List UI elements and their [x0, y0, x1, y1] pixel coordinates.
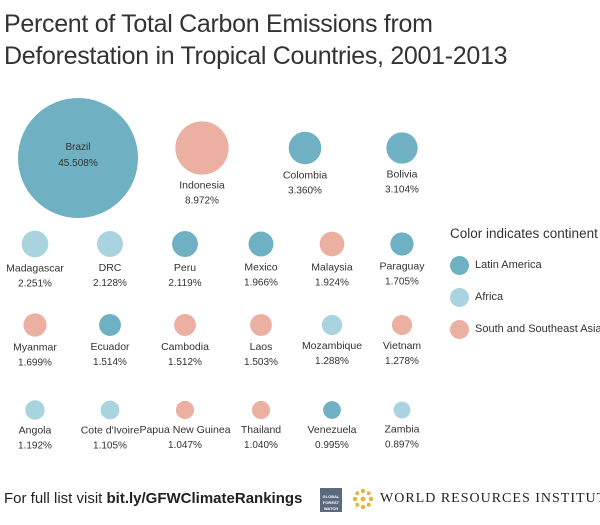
legend-swatch-asia — [450, 319, 469, 339]
legend: Color indicates continent Latin America … — [450, 226, 600, 345]
legend-label-asia: South and Southeast Asia — [475, 323, 600, 335]
bubble-peru — [172, 231, 198, 257]
wri-logo: WORLD RESOURCES INSTITUTE — [352, 488, 600, 510]
bubble-drc — [97, 231, 123, 257]
bubble-indonesia — [175, 121, 229, 175]
label-value-vietnam: 1.278% — [385, 356, 419, 367]
legend-swatch-africa — [450, 287, 469, 307]
label-country-madagascar: Madagascar — [6, 262, 64, 274]
wri-mark-icon — [352, 488, 374, 510]
label-value-drc: 2.128% — [93, 278, 127, 289]
bubble-madagascar — [21, 230, 49, 258]
label-value-paraguay: 1.705% — [385, 277, 419, 288]
label-value-venezuela: 0.995% — [315, 440, 349, 451]
footer-link[interactable]: bit.ly/GFWClimateRankings — [106, 490, 303, 507]
bubble-mexico — [248, 231, 274, 257]
bubble-venezuela — [323, 401, 341, 419]
legend-label-latin-america: Latin America — [475, 259, 542, 271]
label-value-bolivia: 3.104% — [385, 185, 419, 196]
label-country-bolivia: Bolivia — [387, 169, 418, 181]
bubble-papua-new-guinea — [175, 400, 195, 420]
label-country-drc: DRC — [99, 262, 122, 274]
bubble-chart: Brazil 45.508% Indonesia 8.972% Colombia 3.36… — [6, 98, 426, 452]
label-country-indonesia: Indonesia — [179, 180, 225, 192]
footer-prefix: For full list visit — [4, 490, 107, 507]
label-country-cambodia: Cambodia — [161, 341, 209, 353]
legend-item-latin-america: Latin America — [450, 249, 600, 281]
legend-title: Color indicates continent — [450, 226, 598, 241]
label-country-venezuela: Venezuela — [307, 424, 356, 436]
label-value-peru: 2.119% — [168, 278, 201, 289]
bubble-bolivia — [386, 132, 418, 164]
label-value-malaysia: 1.924% — [315, 277, 349, 288]
label-country-paraguay: Paraguay — [380, 261, 426, 273]
bubble-myanmar — [23, 313, 47, 337]
label-country-brazil: Brazil — [65, 142, 90, 153]
wri-name: WORLD RESOURCES INSTITUTE — [380, 491, 600, 506]
bubble-malaysia — [319, 231, 345, 257]
label-country-angola: Angola — [19, 425, 52, 437]
label-country-cote-d-ivoire: Cote d'Ivoire — [81, 424, 140, 436]
chart-title: Percent of Total Carbon Emissions from D… — [4, 10, 508, 70]
label-country-zambia: Zambia — [384, 423, 419, 435]
label-value-mozambique: 1.288% — [315, 356, 349, 367]
bubble-ecuador — [99, 314, 121, 336]
label-country-mozambique: Mozambique — [302, 340, 362, 352]
label-country-vietnam: Vietnam — [383, 340, 422, 352]
label-value-thailand: 1.040% — [244, 440, 278, 451]
footer: For full list visit bit.ly/GFWClimateRan… — [4, 490, 302, 507]
bubble-colombia — [288, 131, 322, 165]
label-value-colombia: 3.360% — [288, 185, 322, 196]
bubble-cambodia — [174, 314, 196, 336]
bubble-laos — [250, 314, 272, 336]
bubble-vietnam — [391, 314, 413, 336]
legend-item-africa: Africa — [450, 281, 600, 313]
label-country-myanmar: Myanmar — [13, 342, 57, 354]
label-country-malaysia: Malaysia — [311, 261, 353, 273]
label-value-zambia: 0.897% — [385, 439, 419, 450]
label-country-peru: Peru — [174, 262, 196, 274]
legend-swatch-latin-america — [450, 255, 469, 275]
label-value-madagascar: 2.251% — [18, 278, 52, 289]
label-value-cote-d-ivoire: 1.105% — [93, 440, 127, 451]
label-value-ecuador: 1.514% — [93, 357, 127, 368]
label-country-laos: Laos — [250, 341, 273, 353]
bubble-angola — [25, 400, 45, 420]
bubble-cote-d-ivoire — [100, 400, 120, 420]
label-value-indonesia: 8.972% — [185, 196, 219, 207]
label-value-laos: 1.503% — [244, 357, 278, 368]
label-value-myanmar: 1.699% — [18, 358, 52, 369]
label-country-mexico: Mexico — [244, 261, 277, 273]
bubble-paraguay — [390, 232, 414, 256]
label-country-colombia: Colombia — [283, 169, 328, 181]
legend-label-africa: Africa — [475, 291, 504, 303]
label-value-mexico: 1.966% — [244, 277, 278, 288]
bubble-thailand — [251, 400, 271, 420]
label-country-thailand: Thailand — [241, 424, 281, 436]
label-value-cambodia: 1.512% — [168, 357, 202, 368]
label-country-papua-new-guinea: Papua New Guinea — [139, 424, 230, 436]
legend-item-asia: South and Southeast Asia — [450, 313, 600, 345]
global-forest-watch-logo: GLOBAL FOREST WATCH — [320, 488, 342, 512]
label-value-angola: 1.192% — [18, 441, 52, 452]
label-value-brazil: 45.508% — [58, 158, 98, 169]
bubble-zambia — [393, 401, 411, 419]
label-value-papua-new-guinea: 1.047% — [168, 440, 202, 451]
bubble-brazil — [18, 98, 138, 218]
bubble-mozambique — [321, 314, 343, 336]
label-country-ecuador: Ecuador — [90, 341, 130, 353]
